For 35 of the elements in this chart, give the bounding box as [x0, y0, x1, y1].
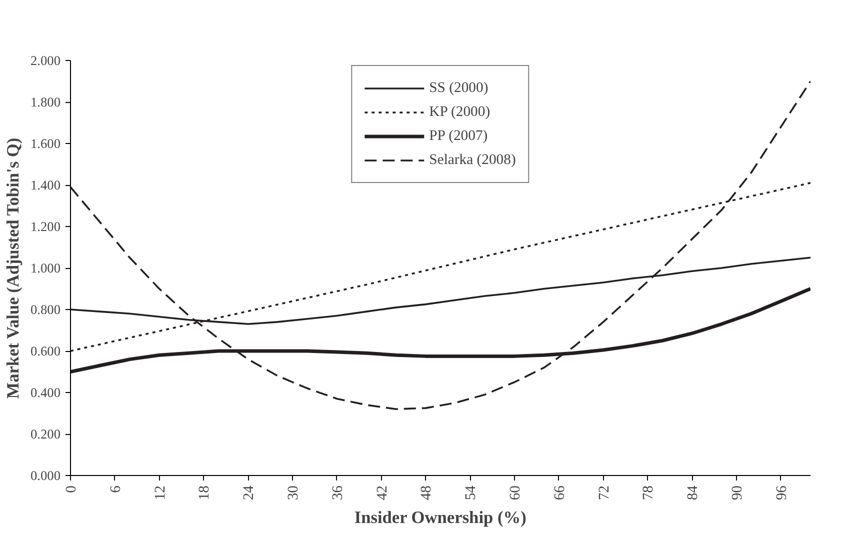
legend-label: Selarka (2008)	[429, 152, 516, 168]
legend-label: SS (2000)	[429, 80, 488, 96]
x-tick-label: 36	[330, 486, 346, 500]
x-axis-title: Insider Ownership (%)	[354, 508, 527, 528]
x-tick-label: 90	[730, 486, 746, 500]
x-tick-label: 42	[374, 486, 390, 500]
y-tick-label: 0.800	[30, 302, 61, 317]
legend-label: KP (2000)	[429, 104, 490, 120]
y-tick-label: 0.600	[30, 344, 61, 358]
x-tick-label: 48	[418, 486, 435, 500]
x-tick-label: 12	[152, 486, 168, 500]
line-series	[70, 80, 810, 410]
y-tick-label: 1.400	[30, 178, 61, 192]
y-tick-label: 1.600	[30, 136, 61, 151]
x-tick-label: 72	[596, 486, 612, 500]
y-tick-label: 1.200	[30, 219, 61, 234]
y-axis-title: Market Value (Adjusted Tobin's Q)	[4, 138, 23, 399]
x-tick-label: 18	[196, 486, 213, 500]
x-tick-label: 0	[64, 486, 80, 493]
y-tick-label: 1.000	[30, 260, 61, 276]
y-tick-label: 0.000	[30, 468, 61, 483]
y-tick-label: 0.400	[30, 385, 61, 400]
x-tick-label: 66	[552, 486, 568, 500]
x-tick-label: 54	[463, 484, 480, 500]
x-tick-label: 30	[286, 486, 302, 500]
y-tick-label: 2.000	[30, 53, 61, 68]
x-tick-label: 60	[508, 486, 524, 500]
x-tick-label: 78	[640, 486, 657, 500]
x-tick-label: 6	[108, 486, 124, 493]
y-tick-label: 0.200	[30, 426, 61, 442]
legend-label: PP (2007)	[429, 128, 488, 144]
x-tick-label: 84	[685, 484, 702, 500]
x-tick-label: 96	[774, 486, 790, 500]
y-tick-label: 1.800	[30, 94, 61, 110]
x-tick-label: 24	[241, 484, 258, 500]
